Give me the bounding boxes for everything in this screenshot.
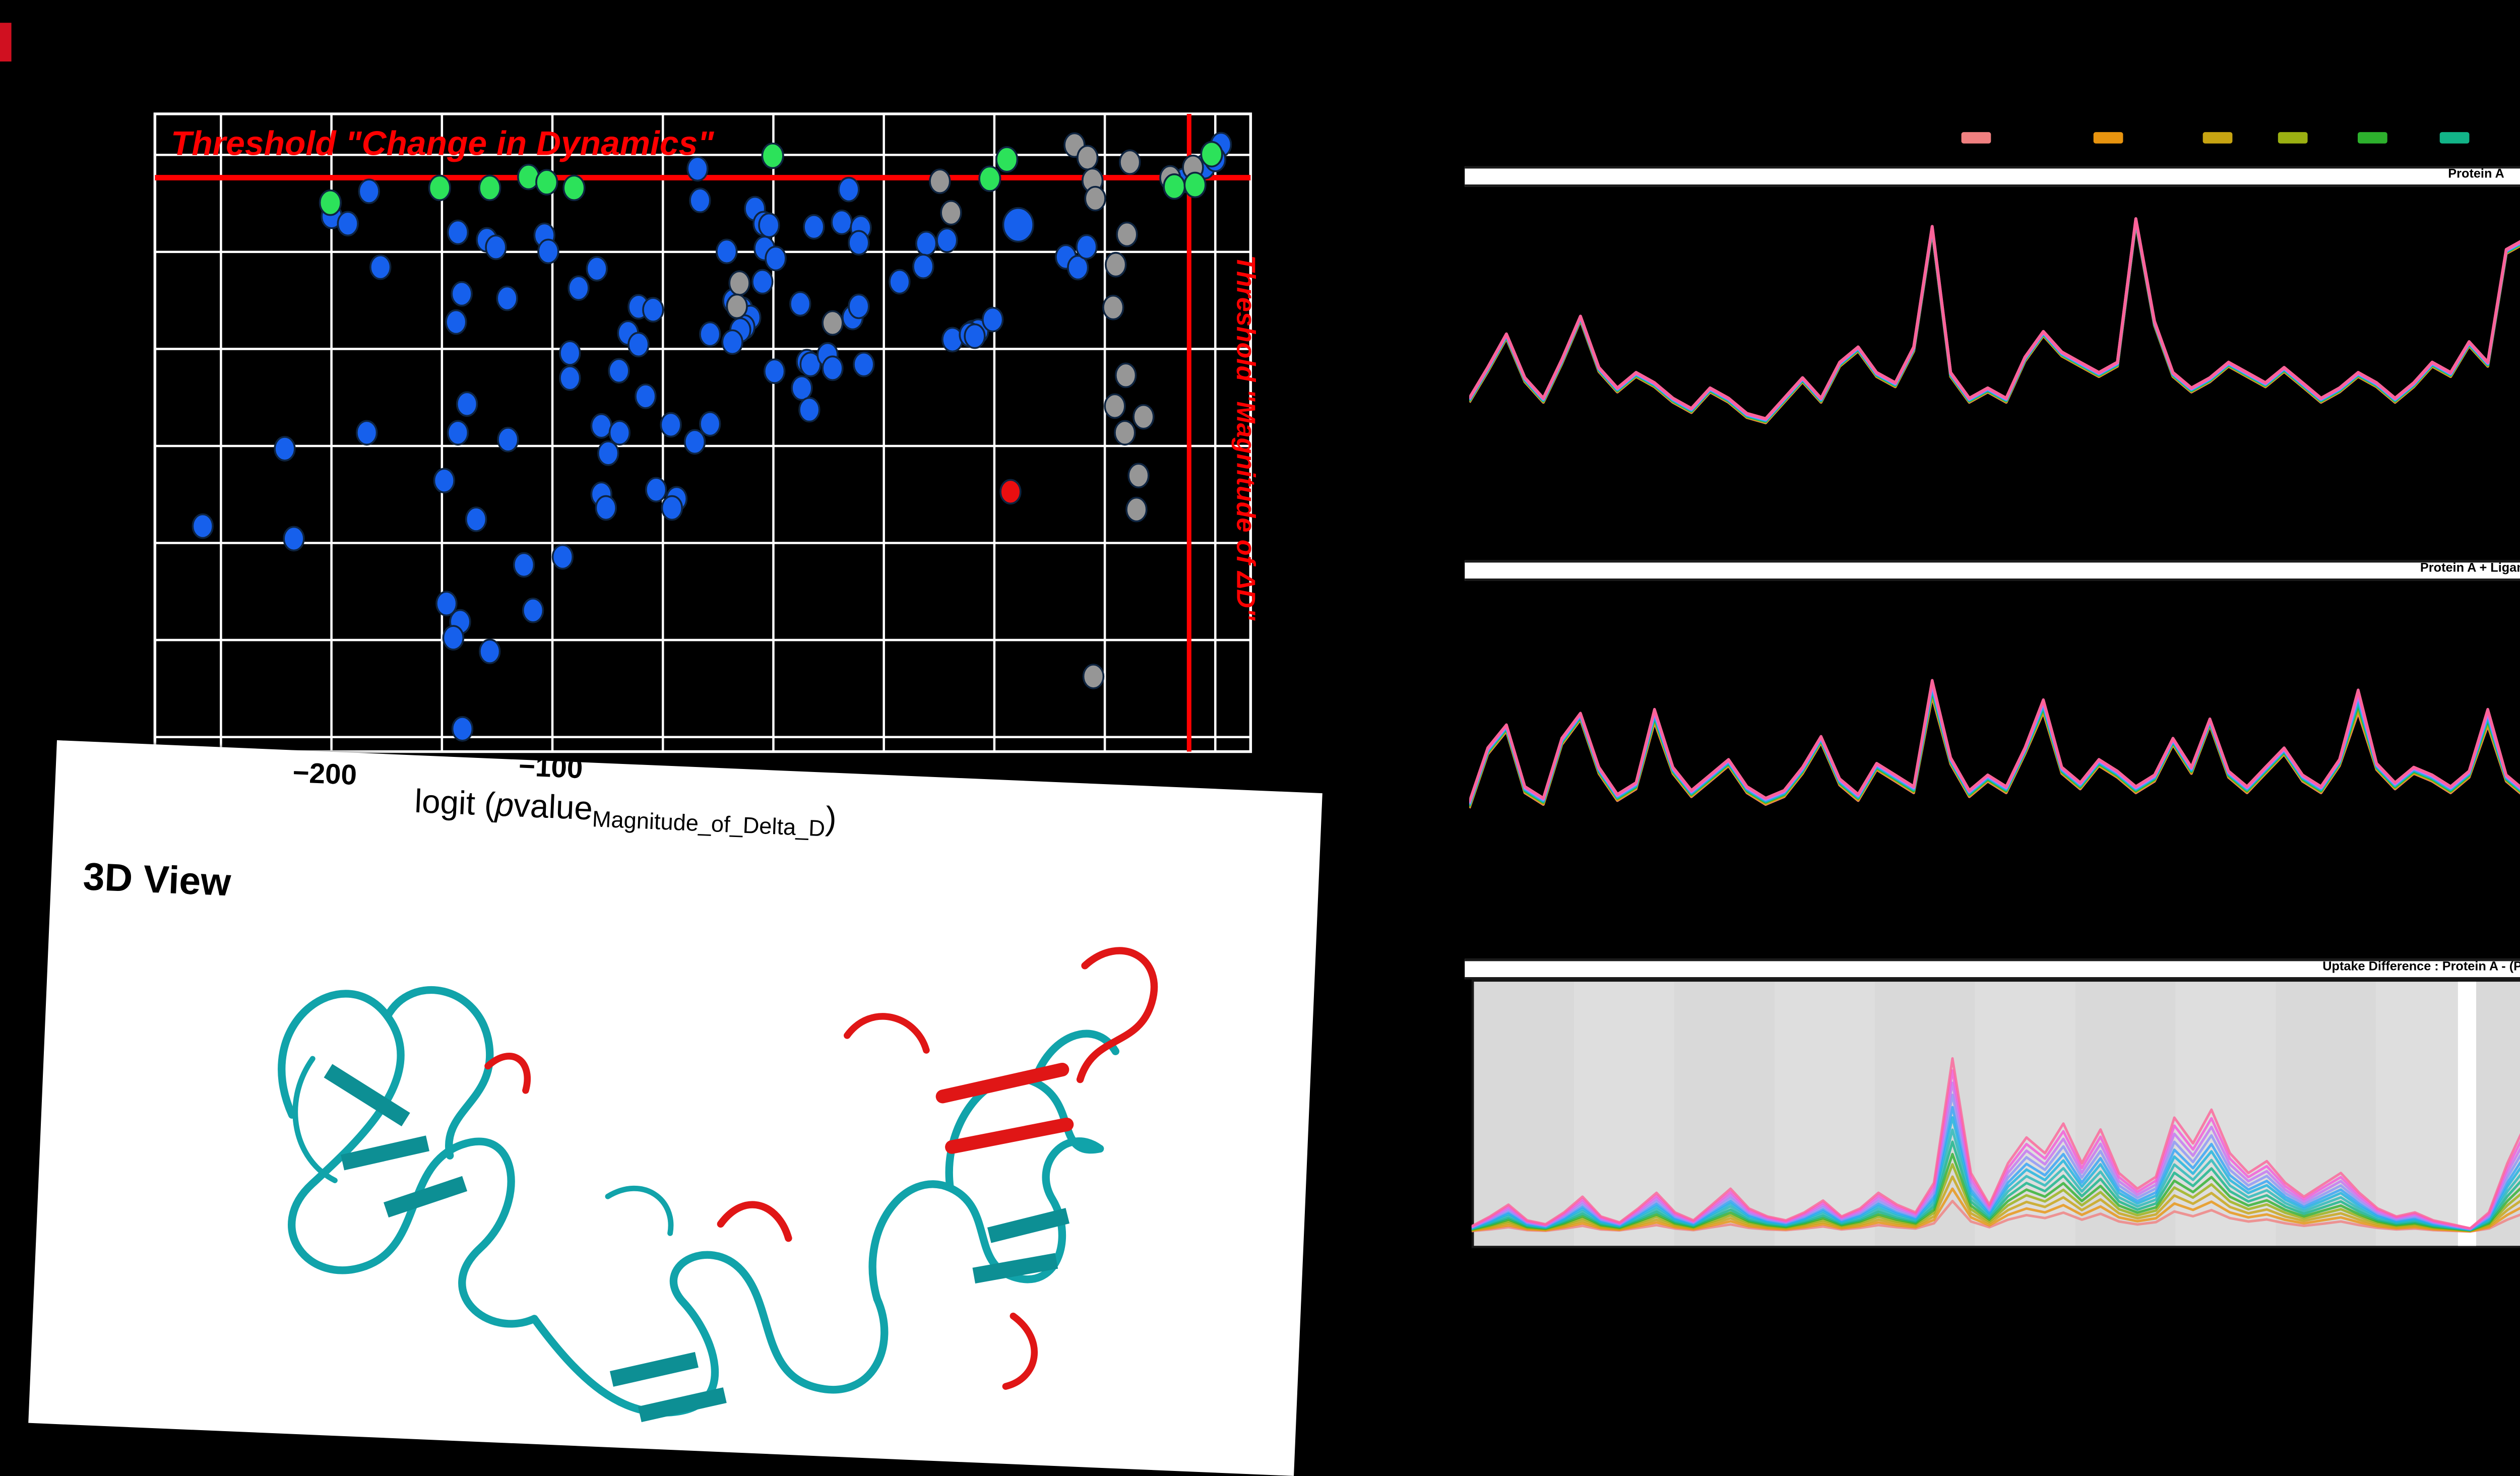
red-corner-mark	[0, 23, 11, 62]
chart3-title: Uptake Difference : Protein A - (Protein…	[2322, 961, 2520, 975]
volcano-plot[interactable]: Threshold "Change in Dynamics" Threshold …	[0, 0, 1458, 1369]
legend-swatch-2	[2093, 132, 2123, 143]
timepoint-legend	[0, 132, 2520, 146]
title-bar-protein-a: Protein A	[1465, 165, 2520, 186]
threshold-magnitude-label: Threshold "Magnitude of ΔD"	[1231, 255, 1260, 621]
protein-structure[interactable]	[28, 831, 1318, 1476]
title-bar-uptake-difference: Uptake Difference : Protein A - (Protein…	[1465, 958, 2520, 980]
x-tick-200: −200	[292, 757, 358, 792]
legend-swatch-3	[2202, 132, 2233, 143]
uptake-chart-protein-a-ligand[interactable]	[1469, 588, 2520, 843]
uptake-difference-chart[interactable]	[1471, 980, 2520, 1244]
legend-swatch-4	[2278, 132, 2308, 143]
volcano-x-axis-label: logit (pvalueMagnitude_of_Delta_D)	[414, 785, 838, 843]
legend-swatch-6	[2439, 132, 2470, 143]
title-bar-protein-a-ligand: Protein A + Ligand	[1465, 559, 2520, 580]
structure-3d-card[interactable]: 3D View −200 −100 logit (pvalueMagnitude…	[28, 740, 1322, 1476]
chart2-title: Protein A + Ligand	[2420, 561, 2520, 575]
legend-swatch-5	[2357, 132, 2387, 143]
legend-swatch-1	[1961, 132, 1991, 143]
uptake-chart-protein-a[interactable]	[1469, 194, 2520, 467]
chart1-title: Protein A	[2448, 167, 2504, 181]
missing-coverage-gap-1	[2458, 982, 2477, 1246]
threshold-change-label: Threshold "Change in Dynamics"	[171, 124, 714, 162]
